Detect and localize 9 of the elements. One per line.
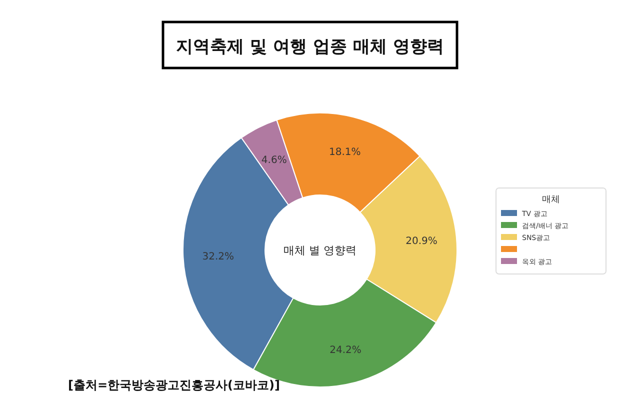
data-label: 4.6% [261, 154, 287, 166]
text: 매체 별 영향력 [284, 244, 356, 257]
text: [출처=한국방송광고진흥공사(코바코)] [68, 378, 280, 392]
chart-title: 지역축제 및 여행 업종 매체 영향력 [176, 37, 444, 57]
data-label: 24.2% [330, 344, 362, 356]
data-label: 32.2% [202, 251, 234, 262]
legend-title: 매체 [542, 195, 560, 205]
data-label: 18.1% [329, 147, 361, 158]
data-label: 20.9% [406, 236, 438, 247]
